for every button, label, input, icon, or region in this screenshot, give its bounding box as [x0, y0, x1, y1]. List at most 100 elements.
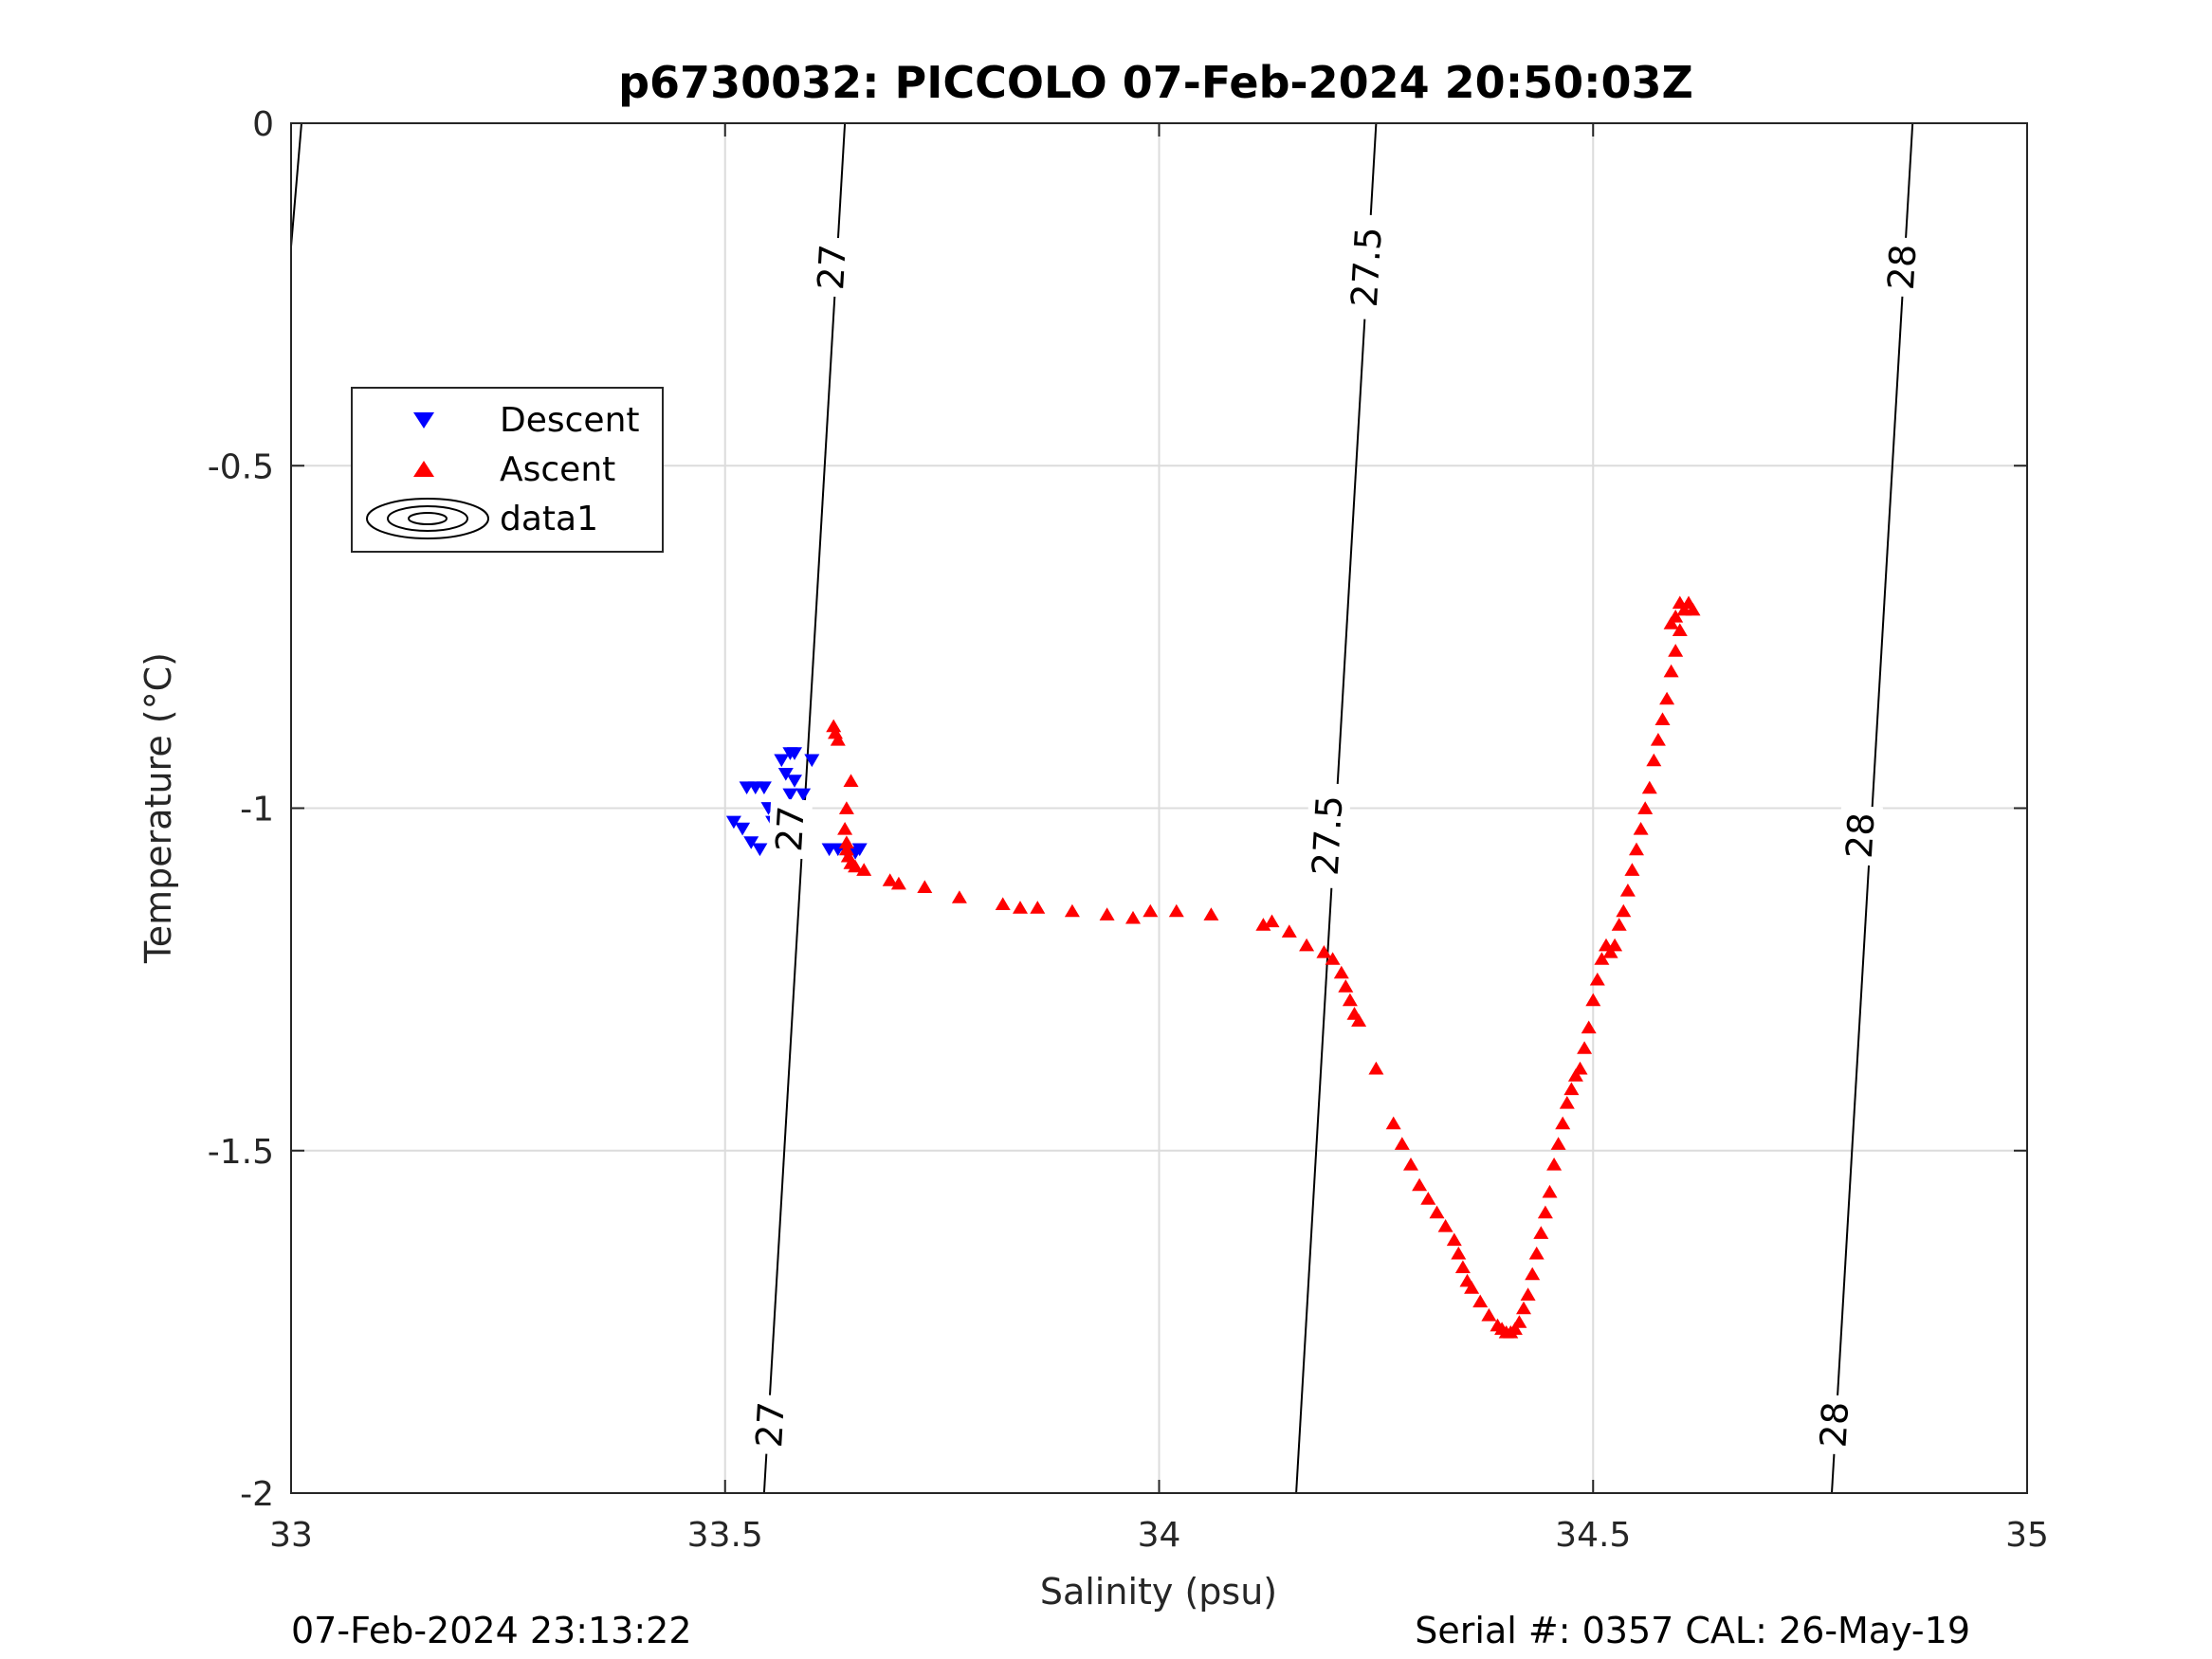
ascent-point [1446, 1232, 1462, 1247]
ascent-point [1633, 822, 1649, 835]
ascent-point [1546, 1158, 1563, 1171]
ascent-point [951, 890, 967, 903]
contour-label: 28 [1879, 236, 1925, 298]
descent-point [756, 781, 772, 794]
ascent-point [1125, 910, 1141, 924]
ascent-point [1481, 1308, 1497, 1322]
legend-ascent-marker [413, 461, 434, 477]
ascent-point [1013, 901, 1028, 914]
ascent-point [1659, 691, 1675, 705]
x-axis-label: Salinity (psu) [1040, 1571, 1277, 1613]
contour-label: 28 [1812, 1394, 1857, 1456]
ascent-point [1507, 1322, 1523, 1335]
ascent-point [1672, 623, 1688, 636]
ascent-point [1143, 903, 1159, 918]
ascent-point [1437, 1219, 1453, 1232]
legend-descent-marker [413, 412, 434, 428]
ascent-point [995, 897, 1011, 910]
ascent-point [1281, 924, 1297, 938]
ascent-point [1264, 914, 1280, 928]
y-tick-label: -1.5 [208, 1133, 274, 1172]
ascent-point [1542, 1184, 1558, 1198]
contour-label-gap [809, 236, 855, 298]
ascent-point [1403, 1158, 1418, 1171]
ascent-point [1064, 903, 1080, 918]
contour-label-text: 27.5 [1305, 794, 1351, 877]
x-tick-label: 33 [269, 1516, 313, 1555]
ascent-point [1368, 1061, 1384, 1075]
ascent-point [1325, 952, 1341, 965]
ascent-point [1650, 733, 1666, 746]
ascent-point [1585, 993, 1601, 1007]
descent-point [804, 754, 820, 768]
ascent-point [1654, 712, 1671, 725]
ascent-point [1559, 1096, 1575, 1109]
ascent-point [890, 876, 906, 890]
legend-contour-icon [366, 498, 489, 539]
contour-label: 27.5 [1343, 213, 1391, 320]
ascent-point [1685, 602, 1701, 616]
ascent-point [917, 880, 933, 893]
x-tick-label: 35 [2005, 1516, 2049, 1555]
ascent-point [1516, 1301, 1531, 1315]
y-tick-label: -2 [240, 1475, 274, 1514]
ascent-point [1394, 1137, 1410, 1150]
descent-point [743, 836, 759, 849]
ascent-point [826, 719, 842, 733]
descent-point [782, 788, 798, 802]
ascent-point [1663, 664, 1679, 678]
ascent-point [1099, 907, 1115, 921]
ascent-point [1537, 1205, 1553, 1219]
contour-line-partial [290, 122, 302, 247]
ascent-point [1338, 979, 1354, 993]
descent-point [851, 843, 868, 857]
contour-label-gap [1837, 805, 1883, 866]
ascent-point [1572, 1061, 1588, 1075]
ascent-point [838, 842, 854, 856]
ascent-point [1412, 1177, 1428, 1192]
ascent-point [1342, 993, 1358, 1007]
contour-label-text: 28 [1812, 1400, 1856, 1449]
ascent-point [1528, 1246, 1545, 1260]
contour-label: 28 [1837, 805, 1883, 866]
contour-label-text: 27 [810, 243, 854, 291]
descent-point [735, 822, 751, 836]
ascent-series [826, 595, 1701, 1339]
legend-box [351, 387, 664, 553]
ascent-point [1581, 1020, 1597, 1034]
ascent-point [1563, 1082, 1580, 1096]
grid [291, 123, 2027, 1493]
legend-descent-label: Descent [500, 401, 640, 440]
ascent-point [1429, 1205, 1445, 1219]
contour-label: 27 [747, 1394, 794, 1456]
ascent-point [830, 733, 846, 746]
contour-label-text: 28 [1880, 243, 1925, 291]
ascent-point [1420, 1192, 1436, 1205]
ascent-point [1299, 938, 1315, 952]
footer-serial-cal: Serial #: 0357 CAL: 26-May-19 [1415, 1610, 1970, 1651]
ascent-point [838, 801, 854, 814]
ascent-point [1255, 918, 1271, 931]
contour-label: 27 [767, 797, 814, 860]
ascent-point [1624, 863, 1640, 876]
contour-label-gap [1812, 1394, 1857, 1456]
legend-ascent-label: Ascent [500, 450, 615, 489]
descent-point [725, 815, 741, 830]
ascent-point [1616, 903, 1632, 918]
contour-label: 27.5 [1303, 782, 1352, 889]
contour-label: 27 [809, 236, 855, 298]
contour-label-text: 27 [768, 805, 813, 853]
descent-point [795, 788, 812, 802]
ascent-point [1602, 945, 1618, 958]
ascent-point [1525, 1267, 1541, 1281]
contour-labels: 27 27.5 28 27 27.5 28 27 28 [747, 213, 1925, 1456]
ascent-point [1589, 972, 1605, 986]
plot-area: 27 27.5 28 27 27.5 28 27 28 33 33.5 34 34.5 35 0 -0.5… [208, 105, 2049, 1555]
legend: Descent Ascent data1 [351, 387, 664, 553]
x-tick-label: 34.5 [1555, 1516, 1631, 1555]
chart-title: p6730032: PICCOLO 07-Feb-2024 20:50:03Z [618, 57, 1693, 108]
ascent-point [1464, 1281, 1480, 1294]
descent-point [787, 775, 802, 788]
descent-point [774, 754, 790, 768]
